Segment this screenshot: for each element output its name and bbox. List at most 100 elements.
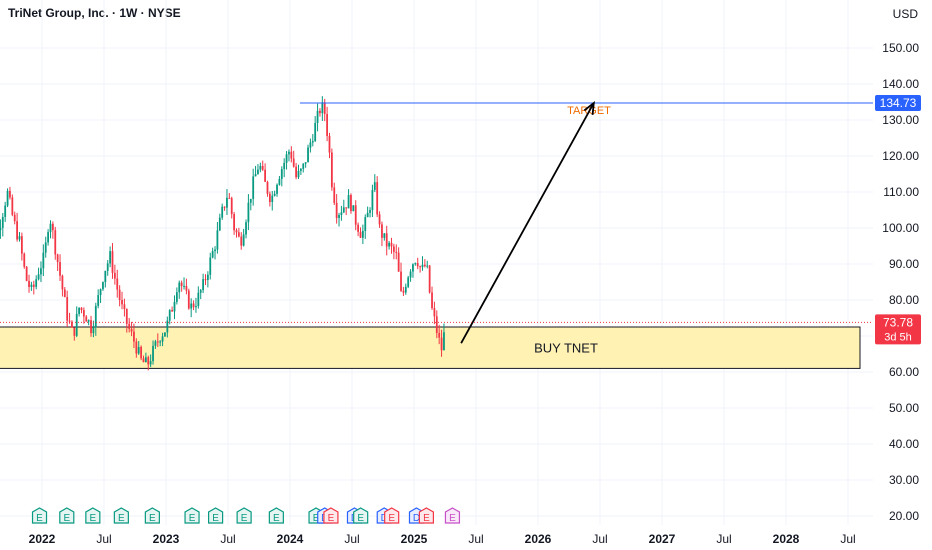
projection-arrow[interactable] (460, 102, 595, 344)
candle-body (85, 316, 88, 322)
candle-body (321, 102, 324, 114)
candle-body (245, 222, 247, 235)
candle-body (106, 263, 109, 271)
earnings-marker-label: E (423, 513, 430, 524)
candle-body (63, 289, 66, 298)
candle-body (273, 193, 276, 196)
candle-body (125, 309, 128, 324)
candle-body (304, 162, 307, 164)
earnings-marker-icon[interactable] (113, 507, 129, 524)
drawings[interactable]: TARGET (0, 100, 873, 344)
candle-body (369, 210, 371, 213)
candle-body (92, 327, 95, 334)
candle-body (330, 152, 333, 188)
candle-body (116, 278, 119, 290)
candle-body (104, 270, 107, 283)
candle-body (397, 252, 400, 272)
earnings-marker-label: E (273, 513, 280, 524)
candle-body (180, 282, 183, 287)
candle-body (206, 274, 209, 280)
buy-zone-rect[interactable] (0, 326, 861, 369)
x-tick-label: 2028 (773, 532, 800, 546)
arrow-head (583, 100, 595, 116)
earnings-marker-icon[interactable] (444, 507, 461, 524)
candle-body (23, 253, 26, 267)
candle-body (97, 295, 100, 306)
candle-body (214, 249, 216, 252)
earnings-marker-icon[interactable] (418, 507, 434, 524)
earnings-marker-icon[interactable] (85, 507, 101, 524)
candle-body (440, 337, 443, 351)
candles (0, 96, 445, 371)
earnings-marker-icon[interactable] (184, 507, 200, 524)
candle-body (278, 178, 281, 185)
current-price-tag[interactable] (875, 314, 921, 345)
earnings-marker-label: E (357, 513, 364, 524)
candle-body (144, 357, 147, 363)
x-tick-label: Jul (344, 532, 359, 546)
earnings-marker-label: E (90, 513, 97, 524)
earnings-marker-label: E (328, 513, 335, 524)
candle-body (340, 212, 343, 216)
time-axis[interactable]: 2022 Jul 2023 Jul 2024 Jul 2025 Jul 2026 Jul 2027 J… (29, 532, 856, 546)
x-tick-label: Jul (840, 532, 855, 546)
candle-body (240, 236, 243, 246)
earnings-marker-icon[interactable] (144, 507, 160, 524)
target-price-tag[interactable] (875, 94, 921, 111)
candle-body (175, 292, 178, 302)
candle-body (385, 233, 388, 247)
candle-body (421, 264, 424, 268)
candle-body (302, 163, 305, 169)
earnings-marker-icon[interactable] (59, 507, 75, 524)
candle-body (137, 346, 140, 354)
earnings-marker-label: E (313, 513, 320, 524)
y-tick-label: 40.00 (889, 437, 919, 451)
candle-body (68, 320, 71, 322)
x-tick-label: Jul (592, 532, 607, 546)
earnings-marker-icon[interactable] (236, 507, 252, 524)
candle-body (443, 332, 445, 351)
candle-body (99, 289, 102, 296)
candle-body (435, 316, 438, 333)
x-tick-label: Jul (716, 532, 731, 546)
candle-body (247, 202, 250, 223)
earnings-marker-label: E (241, 513, 248, 524)
y-tick-label: 90.00 (889, 257, 919, 271)
earnings-marker-label: E (118, 513, 125, 524)
candle-body (90, 320, 92, 334)
candle-body (419, 266, 422, 268)
candle-body (202, 279, 205, 291)
candle-body (216, 230, 219, 250)
earnings-marker-icon[interactable] (323, 507, 339, 524)
earnings-marker-icon[interactable] (384, 507, 400, 524)
candle-body (159, 341, 162, 343)
candle-body (423, 264, 426, 267)
x-tick-label: Jul (468, 532, 483, 546)
candle-body (431, 292, 433, 309)
candle-body (47, 232, 50, 243)
candle-body (28, 280, 30, 287)
price-axis[interactable]: 150.00 140.00 130.00 120.00 110.00 100.00 90.0… (875, 41, 921, 523)
candle-body (290, 151, 293, 159)
candle-body (412, 264, 414, 272)
candle-body (56, 254, 59, 263)
earnings-markers[interactable]: EEEEEEEEEEDEDEDEDEE (31, 507, 461, 524)
candle-body (400, 271, 402, 291)
buy-zone[interactable]: BUY TNET (0, 326, 861, 369)
candle-body (6, 190, 9, 206)
candle-body (185, 285, 188, 291)
candle-body (109, 251, 112, 264)
earnings-marker-icon[interactable] (208, 507, 224, 524)
y-tick-label: 130.00 (882, 113, 919, 127)
x-tick-label: Jul (96, 532, 111, 546)
earnings-marker-icon[interactable] (31, 507, 48, 524)
earnings-marker-icon[interactable] (353, 507, 369, 524)
earnings-marker-label: E (36, 513, 43, 524)
currency-label[interactable]: USD (892, 7, 918, 21)
x-tick-label: 2023 (153, 532, 180, 546)
candle-body (226, 197, 228, 208)
earnings-marker-icon[interactable] (268, 507, 284, 524)
candle-body (299, 168, 302, 171)
candle-body (118, 289, 121, 300)
